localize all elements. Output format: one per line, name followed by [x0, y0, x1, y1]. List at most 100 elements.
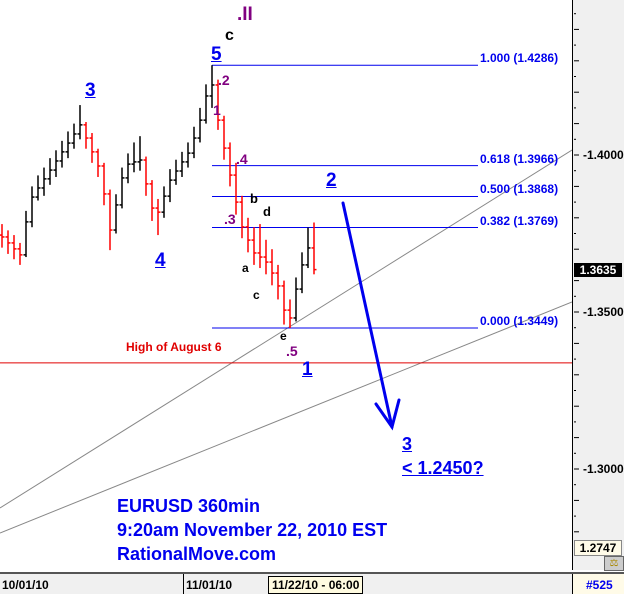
- bar-count-box: [572, 574, 624, 594]
- price-axis[interactable]: [572, 0, 624, 570]
- x-tick-label: 11/01/10: [186, 578, 233, 592]
- wave-label-4: 4: [155, 250, 166, 271]
- forecast-arrow-head: [374, 398, 401, 431]
- ohlc-bar: [143, 156, 149, 196]
- ohlc-bar: [185, 142, 191, 168]
- y-tick-label: -1.3000: [583, 462, 624, 476]
- scale-icon[interactable]: ⚖: [604, 556, 624, 571]
- chart-info: EURUSD 360min 9:20am November 22, 2010 E…: [117, 494, 387, 566]
- wave-label-c-top: c: [225, 27, 234, 44]
- forecast-arrow-shaft: [341, 201, 394, 429]
- ohlc-bar: [29, 186, 35, 228]
- wave-label-sub5: .5: [286, 343, 298, 359]
- ohlc-bar: [149, 180, 155, 221]
- ohlc-bar: [59, 140, 65, 168]
- ohlc-bar: [281, 280, 287, 325]
- wave-label-d: d: [263, 204, 271, 219]
- ohlc-bar: [257, 224, 263, 269]
- fib-label: 1.000 (1.4286): [480, 51, 559, 66]
- source: RationalMove.com: [117, 544, 277, 564]
- ohlc-bars: [0, 65, 317, 329]
- timestamp: 9:20am November 22, 2010 EST: [117, 520, 388, 540]
- price-chart: [0, 64, 572, 534]
- ohlc-bar: [287, 299, 293, 329]
- ohlc-bar: [197, 107, 203, 143]
- ohlc-bar: [245, 217, 251, 253]
- ohlc-bar: [227, 142, 233, 187]
- ohlc-bar: [191, 126, 197, 159]
- wave-label-e: e: [280, 329, 287, 343]
- wave-label-sub4: .4: [236, 151, 248, 167]
- x-tick-label: 10/01/10: [2, 578, 49, 592]
- y-tick-label: -1.3500: [583, 305, 624, 319]
- ohlc-bar: [161, 186, 167, 218]
- ohlc-bar: [101, 162, 107, 206]
- ohlc-bar: [299, 252, 305, 294]
- ohlc-bar: [53, 150, 59, 177]
- ohlc-bar: [83, 122, 89, 149]
- ohlc-bar: [71, 123, 77, 149]
- ohlc-bar: [269, 249, 275, 286]
- ohlc-bar: [23, 210, 29, 258]
- y-tick-label: -1.4000: [583, 148, 624, 162]
- ohlc-bar: [209, 65, 215, 108]
- cursor-date: 11/22/10 - 06:00: [268, 576, 364, 594]
- ohlc-bar: [107, 189, 113, 251]
- current-price-badge: 1.3635: [574, 263, 622, 277]
- wave-label-a: a: [242, 261, 249, 275]
- ohlc-bar: [203, 84, 209, 124]
- bar-count: #525: [586, 578, 613, 592]
- ohlc-bar: [305, 227, 311, 269]
- ohlc-bar: [173, 159, 179, 185]
- ohlc-bar: [179, 151, 185, 177]
- fib-label: 0.382 (1.3769): [480, 213, 559, 228]
- ohlc-bar: [311, 222, 317, 275]
- ohlc-bar: [89, 133, 95, 163]
- ohlc-bar: [0, 224, 5, 248]
- wave-label-II: .II: [237, 4, 253, 25]
- ohlc-bar: [137, 136, 143, 171]
- date-axis[interactable]: 10/01/10 11/01/10 11/22/10 - 06:00 #525: [0, 572, 624, 594]
- ohlc-bar: [113, 194, 119, 234]
- ohlc-bar: [95, 148, 101, 177]
- wave-label-3: 3: [85, 80, 96, 101]
- ohlc-bar: [125, 153, 131, 184]
- ohlc-bar: [35, 175, 41, 201]
- wave-label-sub3: .3: [224, 211, 236, 227]
- ohlc-bar: [41, 167, 47, 196]
- forecast-arrow: [341, 201, 401, 431]
- date-separator: [183, 574, 184, 594]
- ohlc-bar: [233, 162, 239, 215]
- wave-label-sub2: .2: [218, 72, 230, 88]
- ohlc-bar: [17, 242, 23, 265]
- ohlc-bar: [131, 142, 137, 173]
- ohlc-bar: [77, 105, 83, 140]
- ohlc-bar: [221, 115, 227, 160]
- trendlines: [0, 149, 572, 534]
- ohlc-bar: [11, 235, 17, 260]
- ohlc-bar: [251, 227, 257, 265]
- fib-levels: [212, 64, 478, 329]
- wave-label-5: 5: [211, 44, 222, 65]
- ohlc-bar: [119, 167, 125, 209]
- wave-label-c-low: c: [253, 288, 260, 302]
- ohlc-bar: [65, 131, 71, 159]
- ohlc-bar: [239, 195, 245, 239]
- support-label: High of August 6: [126, 340, 222, 354]
- trendline: [0, 301, 572, 534]
- ohlc-bar: [275, 264, 281, 300]
- ohlc-bar: [5, 230, 11, 254]
- ohlc-bar: [215, 79, 221, 130]
- ohlc-bar: [155, 198, 161, 236]
- trendline: [0, 149, 572, 509]
- wave-label-2: 2: [326, 170, 337, 191]
- ohlc-bar: [263, 239, 269, 275]
- ohlc-bar: [293, 277, 299, 322]
- ohlc-bar: [167, 169, 173, 203]
- ohlc-bar: [47, 158, 53, 185]
- target-price-label: < 1.2450?: [402, 458, 484, 478]
- symbol-title: EURUSD 360min: [117, 496, 261, 516]
- fib-label: 0.618 (1.3966): [480, 151, 559, 166]
- target-wave-label: 3: [402, 434, 413, 454]
- wave-label-sub1: 1: [213, 102, 221, 118]
